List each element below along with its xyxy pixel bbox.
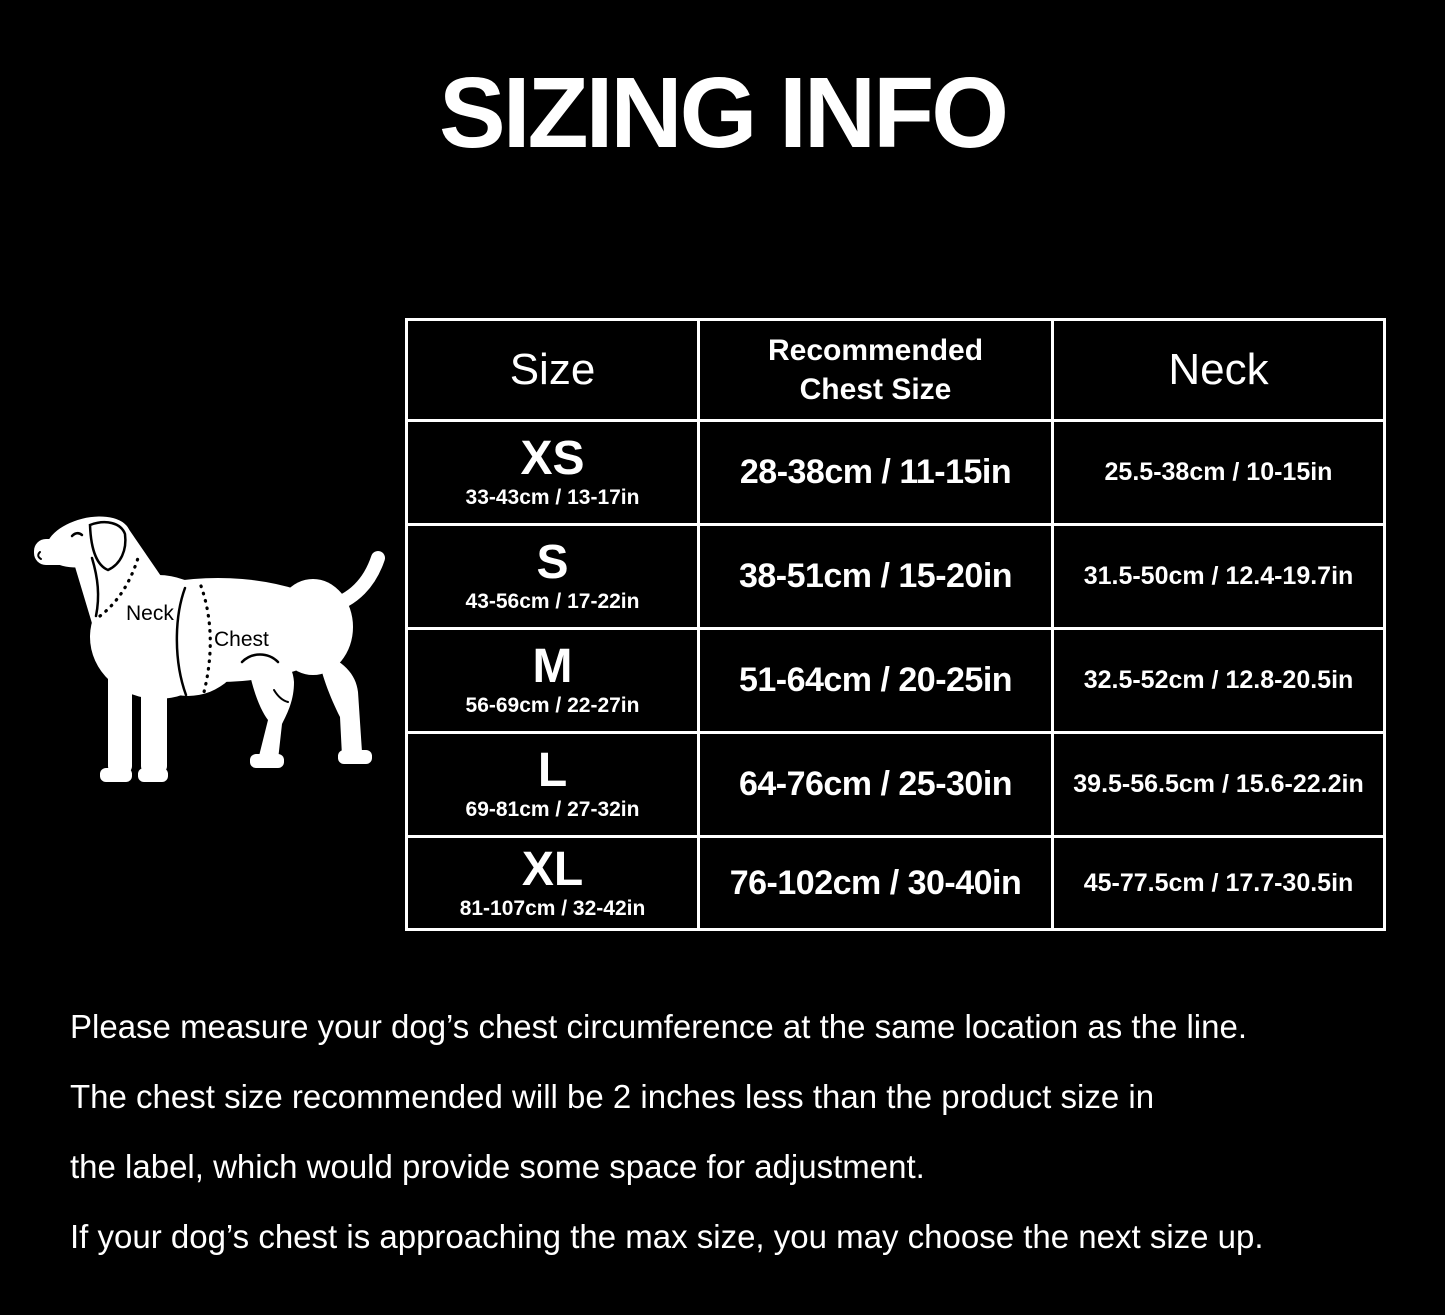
dog-tail xyxy=(321,551,385,614)
size-code: L xyxy=(537,744,568,797)
size-cell: XS 33-43cm / 13-17in xyxy=(405,419,700,526)
note-line: The chest size recommended will be 2 inc… xyxy=(70,1078,1155,1115)
chest-cell: 51-64cm / 20-25in xyxy=(697,627,1054,734)
size-range: 43-56cm / 17-22in xyxy=(465,590,640,613)
chest-cell: 28-38cm / 11-15in xyxy=(697,419,1054,526)
size-table-body: XS 33-43cm / 13-17in 28-38cm / 11-15in 2… xyxy=(405,419,1386,931)
size-cell: M 56-69cm / 22-27in xyxy=(405,627,700,734)
dog-ear xyxy=(88,521,127,572)
dog-nose xyxy=(37,551,42,560)
neck-cell: 25.5-38cm / 10-15in xyxy=(1051,419,1386,526)
note-line: Please measure your dog’s chest circumfe… xyxy=(70,1008,1248,1045)
dog-measurement-diagram: Neck Chest xyxy=(28,512,390,804)
chest-label: Chest xyxy=(214,628,269,651)
neck-label: Neck xyxy=(126,602,174,625)
column-header-neck: Neck xyxy=(1051,318,1386,422)
chest-line-dotted xyxy=(199,584,212,698)
column-header-chest: Recommended Chest Size xyxy=(697,318,1054,422)
dog-leg-line xyxy=(273,689,289,703)
size-range: 56-69cm / 22-27in xyxy=(465,694,640,717)
size-row: L 69-81cm / 27-32in 64-76cm / 25-30in 39… xyxy=(405,731,1386,838)
neck-line-dotted xyxy=(98,556,140,618)
neck-cell: 45-77.5cm / 17.7-30.5in xyxy=(1051,835,1386,931)
chest-cell: 64-76cm / 25-30in xyxy=(697,731,1054,838)
size-row: S 43-56cm / 17-22in 38-51cm / 15-20in 31… xyxy=(405,523,1386,630)
size-range: 81-107cm / 32-42in xyxy=(459,896,646,920)
dog-throat-line xyxy=(90,556,100,618)
chest-cell: 38-51cm / 15-20in xyxy=(697,523,1054,630)
size-cell: XL 81-107cm / 32-42in xyxy=(405,835,700,931)
size-code: M xyxy=(532,640,573,693)
size-header-label: Size xyxy=(509,345,596,394)
chest-cell: 76-102cm / 30-40in xyxy=(697,835,1054,931)
size-range: 33-43cm / 13-17in xyxy=(465,486,640,509)
sizing-table: Size Recommended Chest Size Neck XS 33-4… xyxy=(405,318,1386,931)
neck-cell: 31.5-50cm / 12.4-19.7in xyxy=(1051,523,1386,630)
note-line: If your dog’s chest is approaching the m… xyxy=(70,1218,1264,1255)
column-header-size: Size xyxy=(405,318,700,422)
chest-header-label: Recommended Chest Size xyxy=(767,333,984,406)
chest-line-solid xyxy=(175,586,188,697)
size-code: XS xyxy=(520,432,585,485)
header-row: Size Recommended Chest Size Neck xyxy=(405,318,1386,422)
dog-eye xyxy=(70,532,84,538)
dog-thigh-line xyxy=(240,653,280,664)
size-row: XL 81-107cm / 32-42in 76-102cm / 30-40in… xyxy=(405,835,1386,931)
size-cell: L 69-81cm / 27-32in xyxy=(405,731,700,838)
note-line: the label, which would provide some spac… xyxy=(70,1148,925,1185)
size-row: XS 33-43cm / 13-17in 28-38cm / 11-15in 2… xyxy=(405,419,1386,526)
size-cell: S 43-56cm / 17-22in xyxy=(405,523,700,630)
neck-cell: 39.5-56.5cm / 15.6-22.2in xyxy=(1051,731,1386,838)
size-code: S xyxy=(536,536,569,589)
dog-illustration: Neck Chest xyxy=(34,516,385,782)
neck-cell: 32.5-52cm / 12.8-20.5in xyxy=(1051,627,1386,734)
neck-header-label: Neck xyxy=(1168,345,1269,394)
size-row: M 56-69cm / 22-27in 51-64cm / 20-25in 32… xyxy=(405,627,1386,734)
size-range: 69-81cm / 27-32in xyxy=(465,798,640,821)
size-code: XL xyxy=(521,842,584,896)
notes-section: Please measure your dog’s chest circumfe… xyxy=(70,992,1264,1272)
page-title: SIZING INFO xyxy=(439,57,1009,169)
